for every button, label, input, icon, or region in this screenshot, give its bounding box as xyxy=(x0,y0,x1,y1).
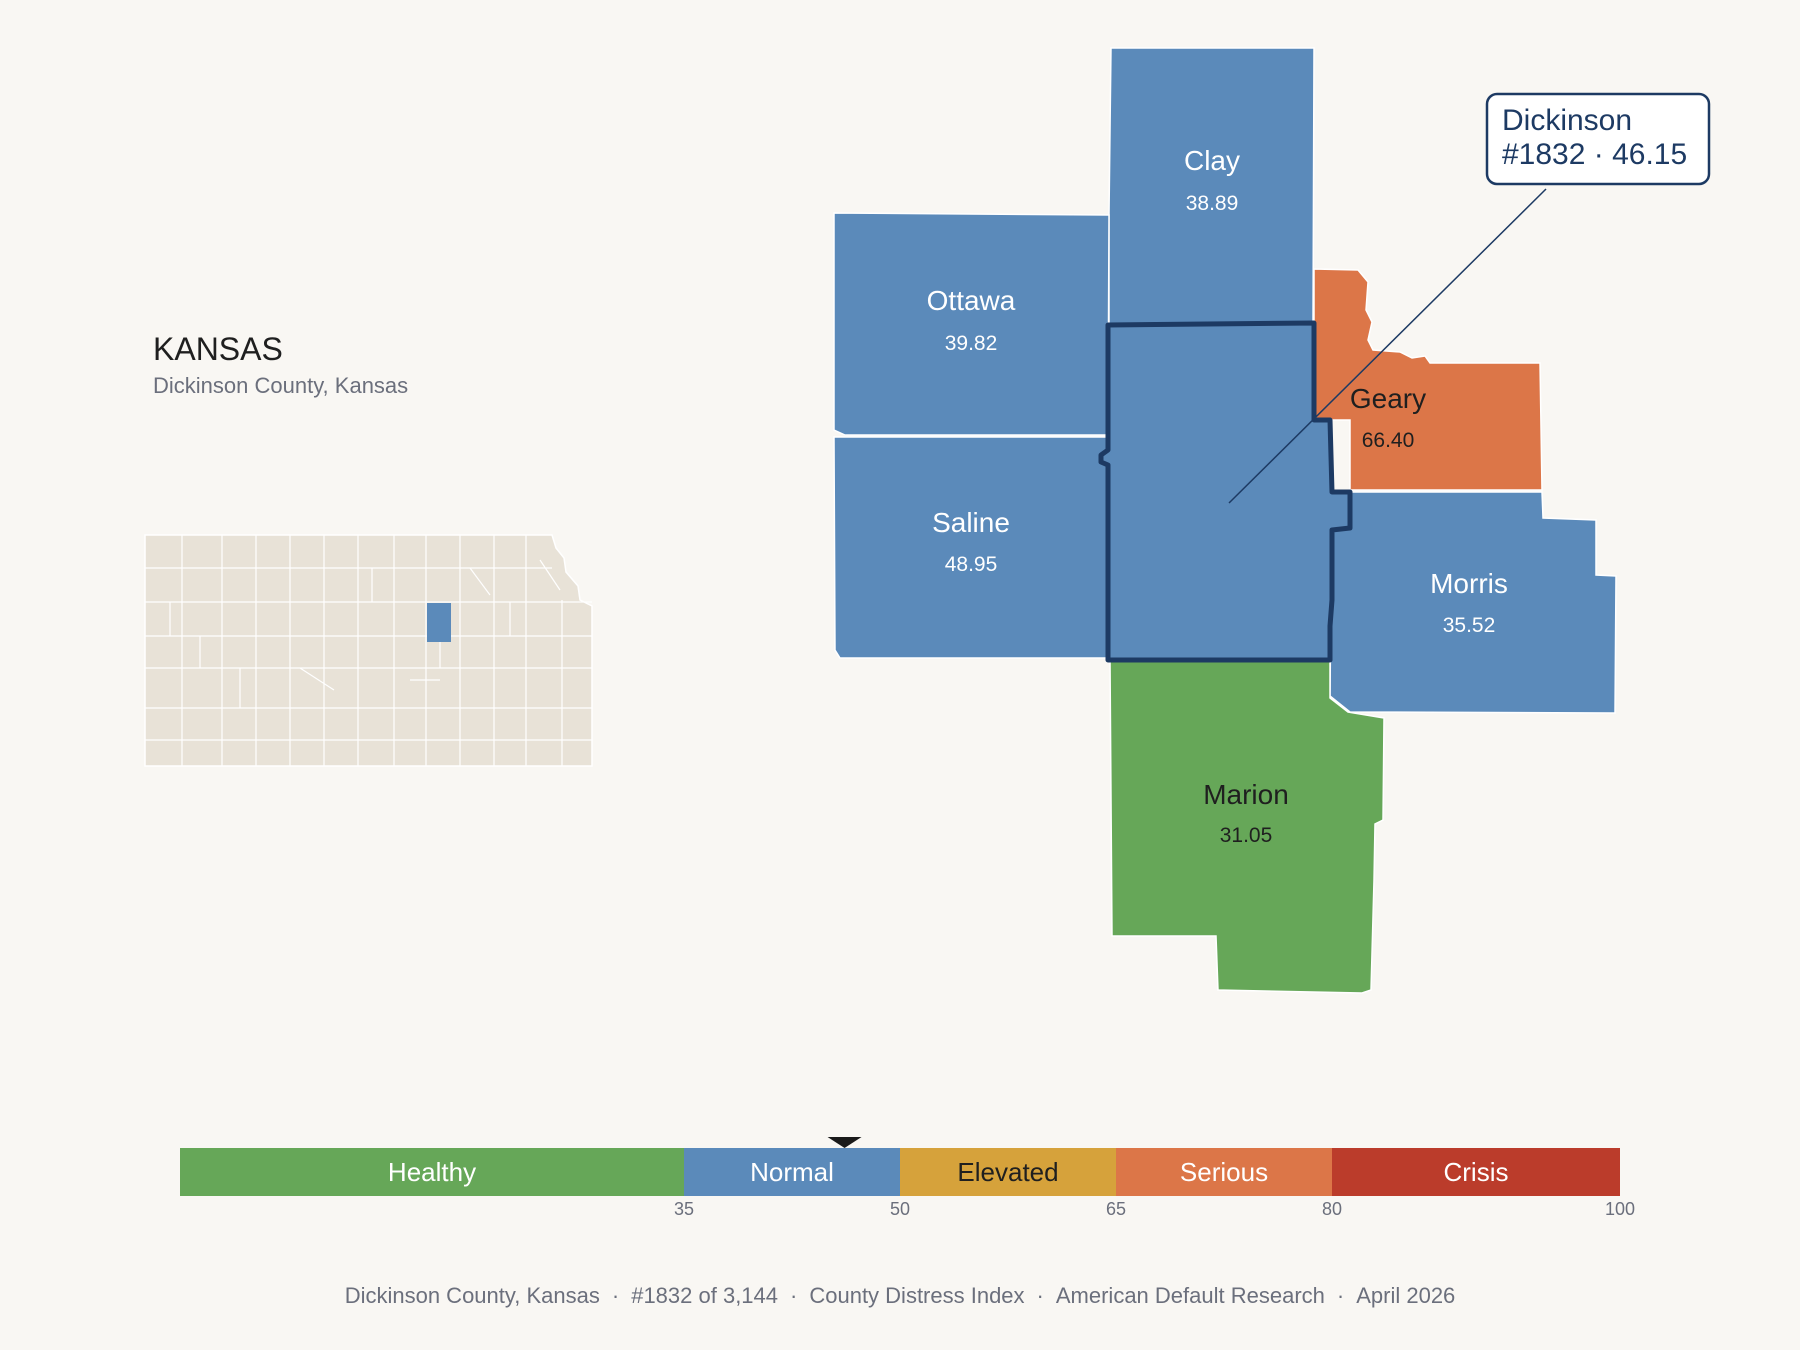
legend-band-healthy xyxy=(180,1148,684,1196)
legend-band-label-serious: Serious xyxy=(1180,1157,1268,1187)
county-saline-shape xyxy=(833,436,1109,659)
kansas-outline xyxy=(144,534,593,767)
county-label-geary: Geary xyxy=(1350,383,1426,414)
inset-dickinson-highlight xyxy=(427,603,451,642)
legend-tick-100: 100 xyxy=(1605,1199,1635,1219)
footer-rank: #1832 of 3,144 xyxy=(631,1283,779,1308)
legend-tick-35: 35 xyxy=(674,1199,694,1219)
county-label-clay: Clay xyxy=(1184,145,1240,176)
callout-county-name: Dickinson xyxy=(1502,104,1632,137)
county-value-geary: 66.40 xyxy=(1362,429,1415,452)
county-value-clay: 38.89 xyxy=(1186,192,1239,215)
footer-county: Dickinson County, Kansas xyxy=(344,1283,600,1308)
callout-rank-score: #1832 · 46.15 xyxy=(1502,138,1687,171)
county-label-saline: Saline xyxy=(932,507,1010,538)
kansas-inset-map xyxy=(144,534,593,767)
footer-source: American Default Research xyxy=(1055,1283,1325,1308)
county-map xyxy=(833,47,1617,994)
legend-band-normal xyxy=(684,1148,900,1196)
county-labels: Clay 38.89 Ottawa 39.82 Saline 48.95 Gea… xyxy=(927,145,1508,847)
footer-date: April 2026 xyxy=(1356,1283,1456,1308)
county-label-marion: Marion xyxy=(1203,779,1289,810)
legend-band-label-normal: Normal xyxy=(750,1157,834,1187)
legend-band-label-crisis: Crisis xyxy=(1444,1157,1509,1187)
distress-scale-legend: Healthy Normal Elevated Serious Crisis 35 50 6… xyxy=(180,1137,1635,1219)
county-geary-shape xyxy=(1313,268,1543,491)
county-marion-shape xyxy=(1109,657,1385,994)
county-value-saline: 48.95 xyxy=(945,553,998,576)
legend-tick-80: 80 xyxy=(1322,1199,1342,1219)
dickinson-callout: Dickinson #1832 · 46.15 xyxy=(1228,92,1711,504)
inset-county-lines xyxy=(145,535,592,766)
county-value-ottawa: 39.82 xyxy=(945,332,998,355)
scale-marker-icon xyxy=(827,1137,862,1148)
callout-box xyxy=(1485,92,1711,186)
footer-caption: Dickinson County, Kansas · #1832 of 3,144 ·… xyxy=(344,1283,1456,1308)
footer-index: County Distress Index xyxy=(809,1283,1025,1308)
county-dickinson-shape xyxy=(1098,320,1353,663)
county-clay-shape xyxy=(1108,47,1315,326)
county-subtitle: Dickinson County, Kansas xyxy=(153,373,408,398)
county-label-morris: Morris xyxy=(1430,568,1508,599)
county-ottawa-shape xyxy=(833,212,1110,436)
legend-band-elevated xyxy=(900,1148,1116,1196)
legend-tick-50: 50 xyxy=(890,1199,910,1219)
legend-band-label-healthy: Healthy xyxy=(388,1157,476,1187)
county-morris-shape xyxy=(1329,491,1617,714)
county-value-marion: 31.05 xyxy=(1220,824,1273,847)
legend-tick-65: 65 xyxy=(1106,1199,1126,1219)
legend-band-label-elevated: Elevated xyxy=(957,1157,1058,1187)
county-label-ottawa: Ottawa xyxy=(927,285,1016,316)
county-value-morris: 35.52 xyxy=(1443,614,1496,637)
legend-band-crisis xyxy=(1332,1148,1620,1196)
state-title: KANSAS xyxy=(153,331,283,367)
legend-band-serious xyxy=(1116,1148,1332,1196)
callout-leader-line xyxy=(1228,188,1547,504)
